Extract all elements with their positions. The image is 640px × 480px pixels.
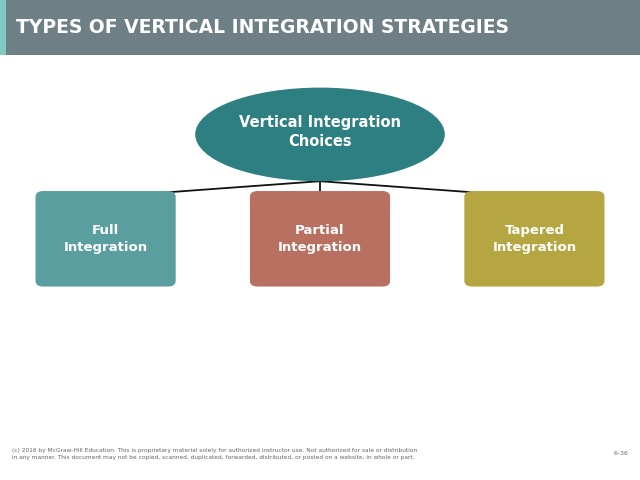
Text: (c) 2016 by McGraw-Hill Education. This is proprietary material solely for autho: (c) 2016 by McGraw-Hill Education. This …: [12, 447, 417, 460]
FancyBboxPatch shape: [250, 191, 390, 287]
Text: Vertical Integration
Choices: Vertical Integration Choices: [239, 115, 401, 149]
Text: 6–36: 6–36: [614, 451, 628, 456]
FancyBboxPatch shape: [0, 0, 6, 55]
FancyBboxPatch shape: [464, 191, 604, 287]
Text: Partial
Integration: Partial Integration: [278, 224, 362, 254]
Text: Full
Integration: Full Integration: [63, 224, 148, 254]
Text: Tapered
Integration: Tapered Integration: [492, 224, 577, 254]
Text: TYPES OF VERTICAL INTEGRATION STRATEGIES: TYPES OF VERTICAL INTEGRATION STRATEGIES: [16, 18, 509, 37]
Ellipse shape: [195, 88, 445, 181]
FancyBboxPatch shape: [0, 0, 640, 55]
FancyBboxPatch shape: [36, 191, 175, 287]
